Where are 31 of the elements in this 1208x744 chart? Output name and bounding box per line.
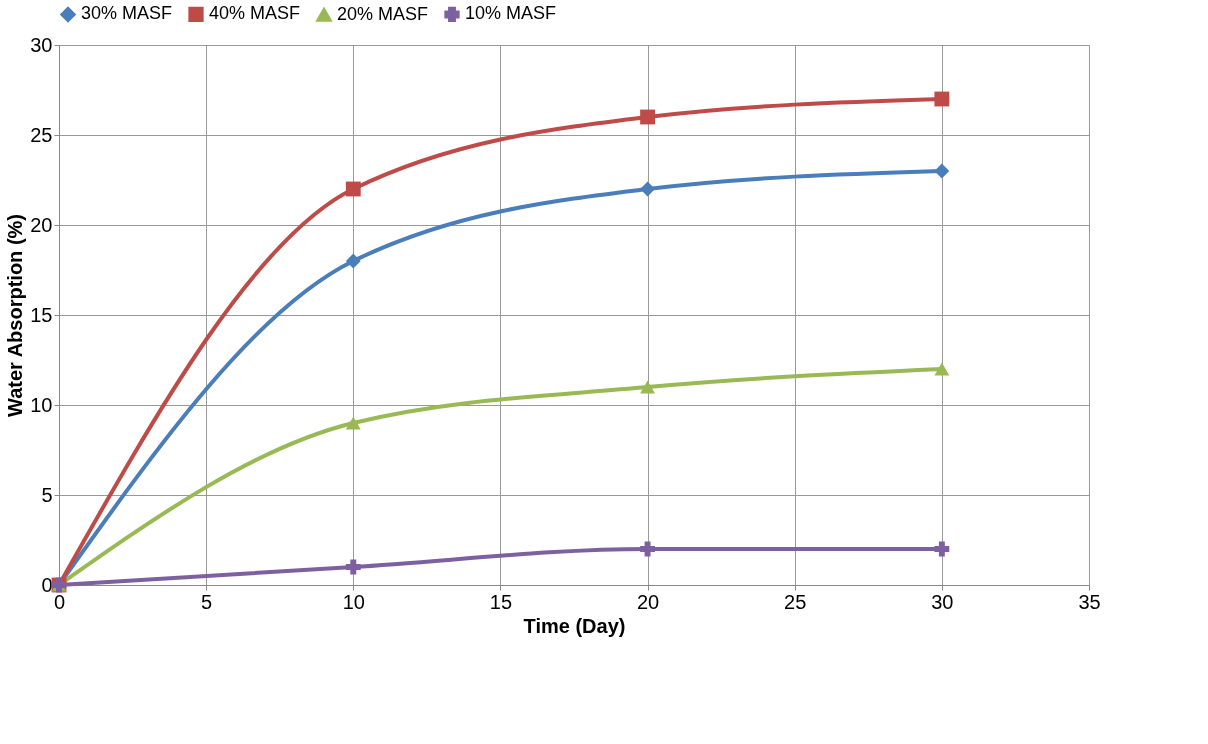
x-tick-label: 15	[489, 590, 513, 613]
point	[345, 559, 361, 575]
y-tick-label: 0	[41, 573, 53, 596]
point	[345, 253, 361, 269]
point	[934, 163, 950, 179]
x-axis-title: Time (Day)	[523, 614, 626, 637]
point	[640, 380, 655, 394]
legend-label: 20% MASF	[337, 3, 429, 24]
y-tick-label: 30	[30, 33, 53, 56]
legend-label: 40% MASF	[209, 3, 301, 24]
y-tick-label: 20	[30, 213, 53, 236]
y-tick-label: 10	[30, 393, 53, 416]
point	[934, 541, 950, 557]
x-tick-label: 35	[1078, 590, 1101, 613]
x-tick-label: 25	[784, 590, 807, 613]
x-tick-label: 10	[342, 590, 365, 613]
point	[640, 109, 655, 125]
point	[640, 541, 655, 557]
y-tick-label: 25	[30, 123, 53, 146]
legend-label: 10% MASF	[465, 3, 557, 24]
point	[934, 91, 950, 107]
point	[345, 416, 361, 430]
y-axis-title: Water Absorption (%)	[4, 214, 27, 417]
x-tick-label: 30	[931, 590, 954, 613]
y-tick-label: 5	[41, 483, 53, 506]
y-tick-label: 15	[30, 303, 53, 326]
x-tick-label: 5	[201, 590, 213, 613]
legend-label: 30% MASF	[81, 3, 173, 24]
point	[934, 362, 950, 376]
point	[345, 181, 361, 197]
x-tick-label: 20	[636, 590, 660, 613]
